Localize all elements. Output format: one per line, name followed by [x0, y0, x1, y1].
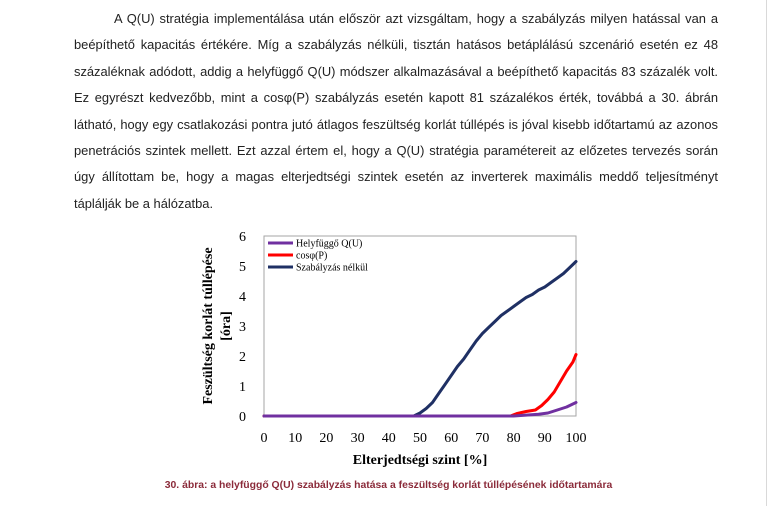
figure-caption: 30. ábra: a helyfüggő Q(U) szabályzás ha… — [164, 480, 613, 491]
x-tick-label: 20 — [319, 431, 333, 446]
line-chart: 0 1 2 3 4 5 6 0 10 20 30 40 50 60 70 80 90 100 Helyfüggő… — [201, 230, 587, 468]
y-tick-label: 3 — [239, 320, 246, 335]
y-tick-label: 2 — [239, 350, 246, 365]
x-axis-label: Elterjedtségi szint [%] — [353, 453, 488, 468]
y-axis-label-line1: Feszültség korlát túllépése — [201, 247, 216, 404]
y-tick-label: 4 — [239, 290, 246, 305]
x-tick-label: 40 — [382, 431, 396, 446]
x-tick-label: 80 — [507, 431, 521, 446]
y-axis-label-line2: [óra] — [219, 311, 234, 341]
body-paragraph-text: A Q(U) stratégia implementálása után elő… — [74, 11, 718, 211]
x-tick-label: 60 — [444, 431, 458, 446]
y-tick-label: 1 — [239, 380, 246, 395]
x-tick-label: 50 — [413, 431, 427, 446]
y-tick-label: 0 — [239, 410, 246, 425]
legend: Helyfüggő Q(U)cosφ(P)Szabályzás nélkül — [268, 239, 368, 274]
series-lines — [262, 260, 578, 418]
y-tick-label: 6 — [239, 230, 246, 245]
y-tick-label: 5 — [239, 260, 246, 275]
x-tick-label: 70 — [475, 431, 489, 446]
x-tick-label: 100 — [566, 431, 587, 446]
legend-label: Helyfüggő Q(U) — [296, 239, 362, 250]
x-axis-ticks: 0 10 20 30 40 50 60 70 80 90 100 — [261, 431, 587, 446]
y-axis-ticks: 0 1 2 3 4 5 6 — [239, 230, 246, 425]
series-line-1 — [262, 353, 578, 418]
series-line-2 — [262, 260, 578, 418]
legend-label: Szabályzás nélkül — [296, 263, 368, 274]
legend-label: cosφ(P) — [296, 251, 327, 262]
page-edge-rule — [766, 0, 767, 506]
x-tick-label: 10 — [288, 431, 302, 446]
x-tick-label: 30 — [351, 431, 365, 446]
x-tick-label: 90 — [538, 431, 552, 446]
body-paragraph: A Q(U) stratégia implementálása után elő… — [74, 6, 718, 217]
series-line-0 — [262, 401, 578, 418]
x-tick-label: 0 — [261, 431, 268, 446]
